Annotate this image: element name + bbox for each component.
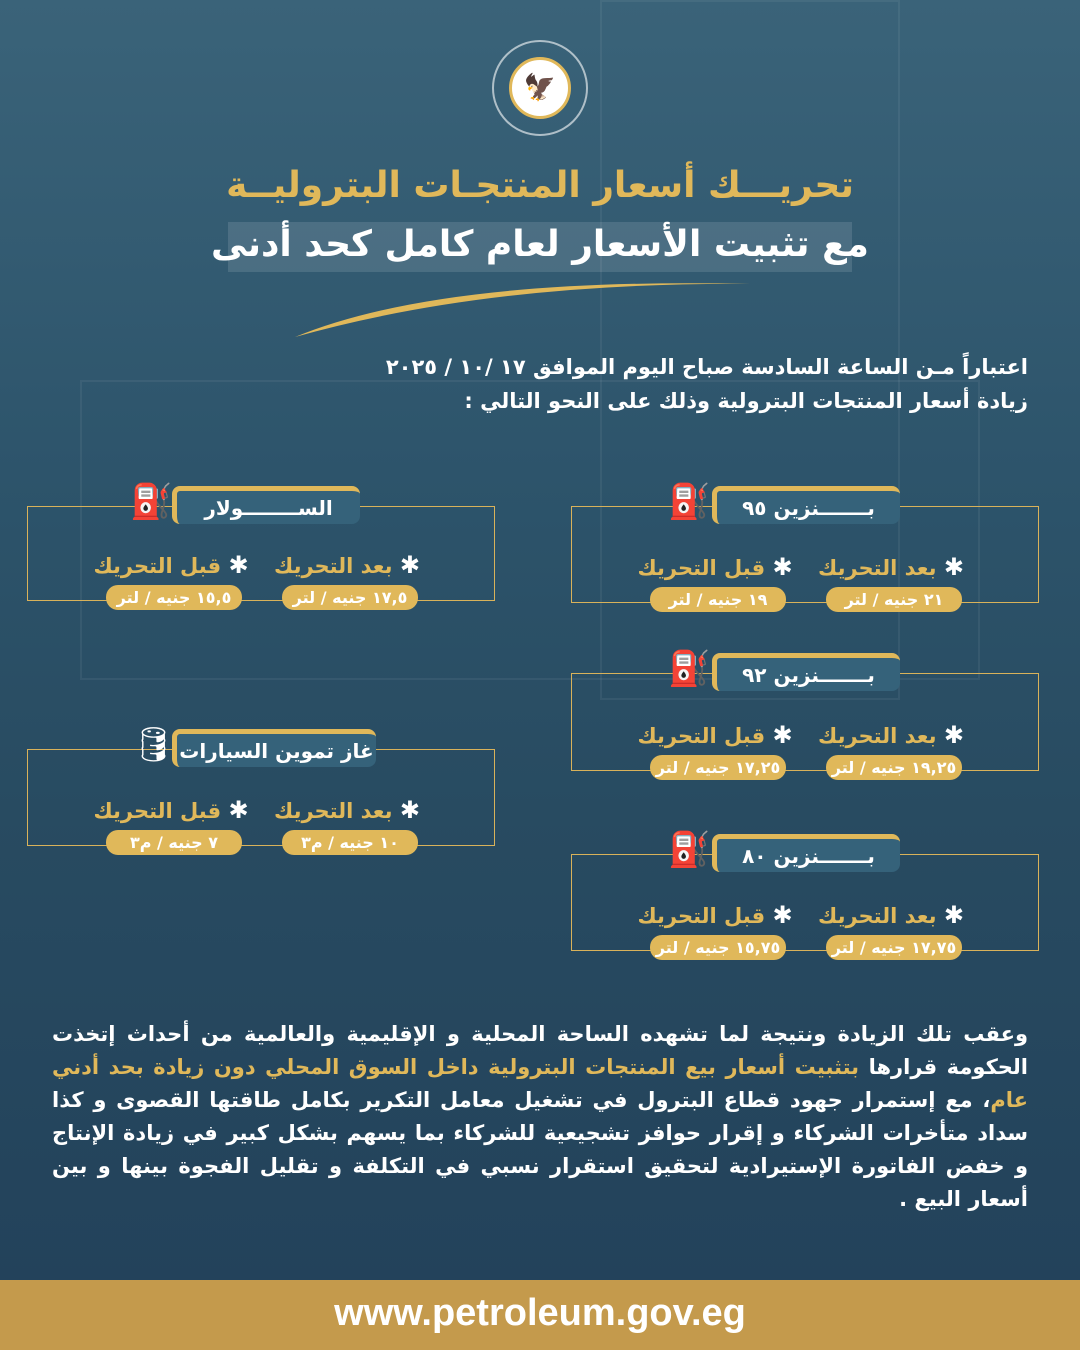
website-url[interactable]: www.petroleum.gov.eg — [0, 1280, 1080, 1350]
fuel-pump-icon: ⛽ — [668, 649, 711, 689]
after-label: ✱ بعد التحريك — [262, 796, 432, 824]
fuel-pump-icon: ⛽ — [668, 482, 711, 522]
title-line1: تحريـــك أسعار المنتجـات البتروليــة — [226, 165, 854, 206]
eagle-emblem-icon: 🦅 — [509, 57, 571, 119]
product-title: الســــــــولار — [172, 486, 360, 524]
before-label: ✱ قبل التحريك — [630, 553, 800, 581]
asterisk-icon: ✱ — [772, 553, 793, 581]
after-label-text: بعد التحريك — [818, 724, 937, 748]
title-line2: مع تثبيت الأسعار لعام كامل كحد أدنى — [211, 224, 869, 265]
intro-line1: اعتباراً مـن الساعة السادسة صباح اليوم ا… — [385, 355, 1028, 379]
after-label: ✱ بعد التحريك — [806, 901, 976, 929]
asterisk-icon: ✱ — [943, 721, 964, 749]
title-band — [228, 222, 852, 272]
asterisk-icon: ✱ — [943, 901, 964, 929]
after-price: ٢١ جنيه / لتر — [826, 587, 962, 612]
paragraph-text: ، مع إستمرار جهود قطاع البترول في تشغيل … — [52, 1088, 1028, 1211]
before-price: ١٥,٥ جنيه / لتر — [106, 585, 242, 610]
asterisk-icon: ✱ — [228, 796, 249, 824]
after-price: ١٧,٥ جنيه / لتر — [282, 585, 418, 610]
asterisk-icon: ✱ — [399, 796, 420, 824]
before-label: ✱ قبل التحريك — [630, 901, 800, 929]
asterisk-icon: ✱ — [943, 553, 964, 581]
after-label-text: بعد التحريك — [274, 554, 393, 578]
body-paragraph: وعقب تلك الزيادة ونتيجة لما تشهده الساحة… — [52, 1018, 1028, 1216]
after-label-text: بعد التحريك — [274, 799, 393, 823]
ministry-logo: 🦅 — [492, 40, 588, 136]
paragraph-text: وعقب تلك الزيادة ونتيجة لما تشهده الساحة… — [52, 1022, 1028, 1079]
after-price: ١٧,٧٥ جنيه / لتر — [826, 935, 962, 960]
after-label: ✱ بعد التحريك — [806, 553, 976, 581]
after-label-text: بعد التحريك — [818, 556, 937, 580]
asterisk-icon: ✱ — [228, 551, 249, 579]
decorative-swoosh — [295, 283, 750, 337]
background-rig — [600, 0, 900, 700]
before-label-text: قبل التحريك — [93, 799, 222, 823]
asterisk-icon: ✱ — [772, 901, 793, 929]
after-label: ✱ بعد التحريك — [262, 551, 432, 579]
before-price: ٧ جنيه / م٣ — [106, 830, 242, 855]
before-label: ✱ قبل التحريك — [630, 721, 800, 749]
before-label: ✱ قبل التحريك — [86, 796, 256, 824]
after-label-text: بعد التحريك — [818, 904, 937, 928]
gas-cylinder-icon: 🛢 — [132, 725, 176, 765]
before-label-text: قبل التحريك — [637, 556, 766, 580]
product-title: بـــــــنزين ٩٥ — [712, 486, 900, 524]
product-title: بـــــــنزين ٩٢ — [712, 653, 900, 691]
after-price: ١٠ جنيه / م٣ — [282, 830, 418, 855]
after-price: ١٩,٢٥ جنيه / لتر — [826, 755, 962, 780]
before-price: ١٥,٧٥ جنيه / لتر — [650, 935, 786, 960]
before-label: ✱ قبل التحريك — [86, 551, 256, 579]
before-price: ١٩ جنيه / لتر — [650, 587, 786, 612]
intro-text: اعتباراً مـن الساعة السادسة صباح اليوم ا… — [328, 350, 1028, 418]
product-title: غاز تموين السيارات — [172, 729, 376, 767]
after-label: ✱ بعد التحريك — [806, 721, 976, 749]
background-platform — [80, 380, 980, 680]
before-label-text: قبل التحريك — [637, 904, 766, 928]
before-label-text: قبل التحريك — [93, 554, 222, 578]
asterisk-icon: ✱ — [399, 551, 420, 579]
before-label-text: قبل التحريك — [637, 724, 766, 748]
intro-line2: زيادة أسعار المنتجات البترولية وذلك على … — [464, 389, 1028, 413]
asterisk-icon: ✱ — [772, 721, 793, 749]
before-price: ١٧,٢٥ جنيه / لتر — [650, 755, 786, 780]
product-title: بـــــــنزين ٨٠ — [712, 834, 900, 872]
jerry-can-icon: ⛽ — [130, 482, 173, 522]
paragraph-highlight: بتثبيت أسعار بيع المنتجات البترولية داخل… — [52, 1055, 1028, 1112]
fuel-pump-icon: ⛽ — [668, 830, 711, 870]
